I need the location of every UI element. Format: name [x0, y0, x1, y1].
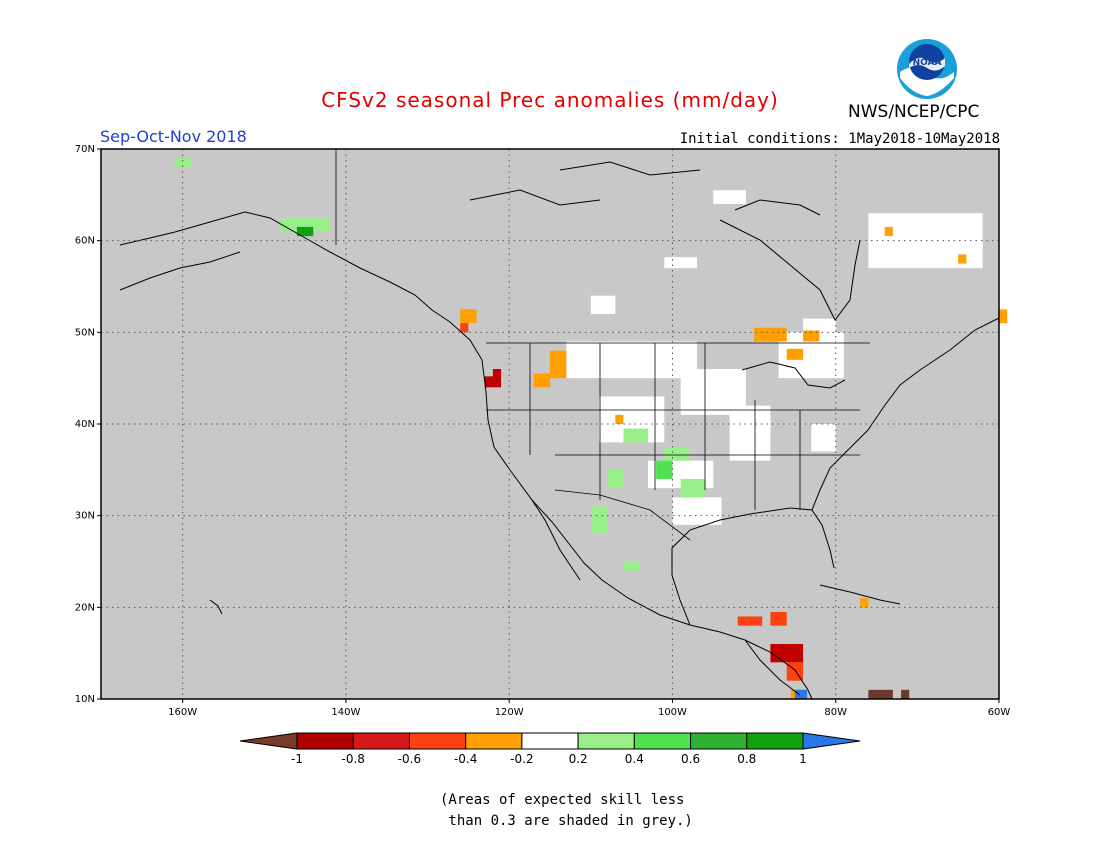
anomaly-cell [460, 323, 469, 333]
svg-text:NOAA: NOAA [913, 58, 942, 68]
anomaly-cell [550, 350, 567, 379]
longitude-tick-label: 80W [824, 707, 847, 718]
anomaly-cell [590, 506, 608, 534]
colorbar-segment [577, 732, 635, 750]
anomaly-cell [656, 460, 673, 479]
season-label: Sep-Oct-Nov 2018 [100, 127, 247, 146]
noaa-logo: NOAA [896, 38, 958, 104]
anomaly-cell [296, 226, 314, 237]
anomaly-cell [958, 254, 967, 264]
colorbar-label: 0.8 [737, 752, 756, 766]
map-title: CFSv2 seasonal Prec anomalies (mm/day) [321, 88, 779, 112]
skill-note-line-1: (Areas of expected skill less [440, 792, 685, 808]
anomaly-cell [786, 348, 804, 360]
map-background [101, 149, 999, 699]
graticule [101, 149, 999, 699]
colorbar-segment [690, 732, 748, 750]
anomaly-cell [884, 226, 893, 237]
latitude-tick-label: 70N [75, 144, 95, 155]
longitude-ticks: 160W 140W 120W 100W 80W 60W [168, 699, 1010, 718]
colorbar-segment [296, 732, 354, 750]
colorbar-label: -0.8 [342, 752, 365, 766]
agency-label: NWS/NCEP/CPC [848, 102, 980, 122]
colorbar-segment [352, 732, 410, 750]
anomaly-cell [607, 469, 624, 489]
anomaly-cell [770, 644, 804, 663]
skill-note-line-2: than 0.3 are shaded in grey.) [440, 813, 693, 829]
anomaly-cell [737, 616, 763, 626]
anomaly-cell [484, 376, 502, 388]
state-borders [335, 149, 870, 541]
colorbar: -1 -0.8 -0.6 -0.4 -0.2 0.2 0.4 0.6 0.8 1 [239, 732, 861, 766]
anomaly-cell [174, 158, 191, 168]
anomaly-cell [729, 405, 771, 461]
anomaly-cell [672, 497, 722, 525]
anomaly-cell [623, 561, 640, 571]
anomaly-cell [664, 257, 697, 269]
latitude-ticks: 70N 60N 50N 40N 30N 20N 10N [75, 144, 101, 705]
anomaly-cell [754, 327, 787, 342]
longitude-tick-label: 160W [168, 707, 197, 718]
anomaly-cell [566, 341, 697, 379]
anomaly-cell [590, 295, 616, 314]
longitude-tick-label: 60W [988, 707, 1011, 718]
longitude-tick-label: 140W [331, 707, 360, 718]
anomaly-cell [280, 217, 330, 232]
colorbar-segment [408, 732, 467, 750]
colorbar-segment [465, 732, 523, 750]
anomaly-cell [811, 424, 836, 452]
longitude-tick-label: 120W [495, 707, 524, 718]
colorbar-label: 0.2 [569, 752, 588, 766]
anomaly-cells [174, 158, 1008, 699]
colorbar-label: -1 [291, 752, 303, 766]
latitude-tick-label: 20N [75, 602, 95, 613]
colorbar-left-arrow [239, 732, 298, 750]
colorbar-segment [746, 732, 804, 750]
anomaly-cell [615, 414, 624, 424]
anomaly-cell [533, 373, 550, 388]
anomaly-cell [790, 689, 799, 699]
longitude-tick-label: 100W [658, 707, 687, 718]
skill-note: (Areas of expected skill less than 0.3 a… [440, 790, 760, 832]
colorbar-right-arrow [802, 732, 861, 750]
anomaly-cell [460, 309, 477, 324]
anomaly-cell [713, 190, 746, 204]
anomaly-cell [803, 318, 836, 333]
anomaly-cell [901, 689, 910, 699]
anomaly-cell [860, 598, 869, 608]
anomaly-cell [999, 309, 1008, 324]
anomaly-cell [623, 428, 648, 443]
coastlines [119, 161, 1000, 700]
latitude-tick-label: 30N [75, 511, 95, 522]
initial-conditions-label: Initial conditions: 1May2018-10May2018 [679, 131, 1000, 147]
anomaly-cell [803, 330, 820, 342]
latitude-tick-label: 10N [75, 694, 95, 705]
colorbar-label: -0.2 [510, 752, 533, 766]
anomaly-cell [770, 611, 787, 626]
colorbar-label: -0.6 [398, 752, 421, 766]
anomaly-cell [492, 369, 502, 379]
colorbar-label: 1 [799, 752, 807, 766]
anomaly-cell [680, 479, 706, 498]
colorbar-label: -0.4 [454, 752, 477, 766]
colorbar-segment [633, 732, 692, 750]
colorbar-label: 0.4 [625, 752, 644, 766]
anomaly-cell [664, 446, 689, 461]
latitude-tick-label: 50N [75, 327, 95, 338]
colorbar-segment [521, 732, 579, 750]
colorbar-label: 0.6 [681, 752, 700, 766]
anomaly-cell [794, 689, 808, 699]
anomaly-cell [868, 689, 893, 699]
latitude-tick-label: 60N [75, 236, 95, 247]
latitude-tick-label: 40N [75, 419, 95, 430]
